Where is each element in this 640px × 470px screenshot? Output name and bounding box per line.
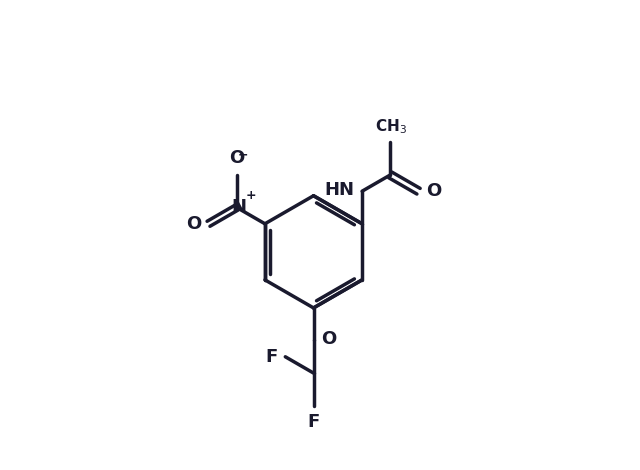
Text: F: F	[307, 413, 319, 431]
Text: O: O	[186, 215, 202, 233]
Text: N: N	[232, 198, 247, 217]
Text: CH$_3$: CH$_3$	[376, 117, 408, 136]
Text: O: O	[321, 329, 336, 348]
Text: O: O	[229, 149, 244, 167]
Text: F: F	[266, 348, 278, 366]
Text: HN: HN	[324, 181, 354, 199]
Text: +: +	[245, 189, 256, 202]
Text: O: O	[426, 182, 441, 200]
Text: −: −	[238, 149, 248, 162]
